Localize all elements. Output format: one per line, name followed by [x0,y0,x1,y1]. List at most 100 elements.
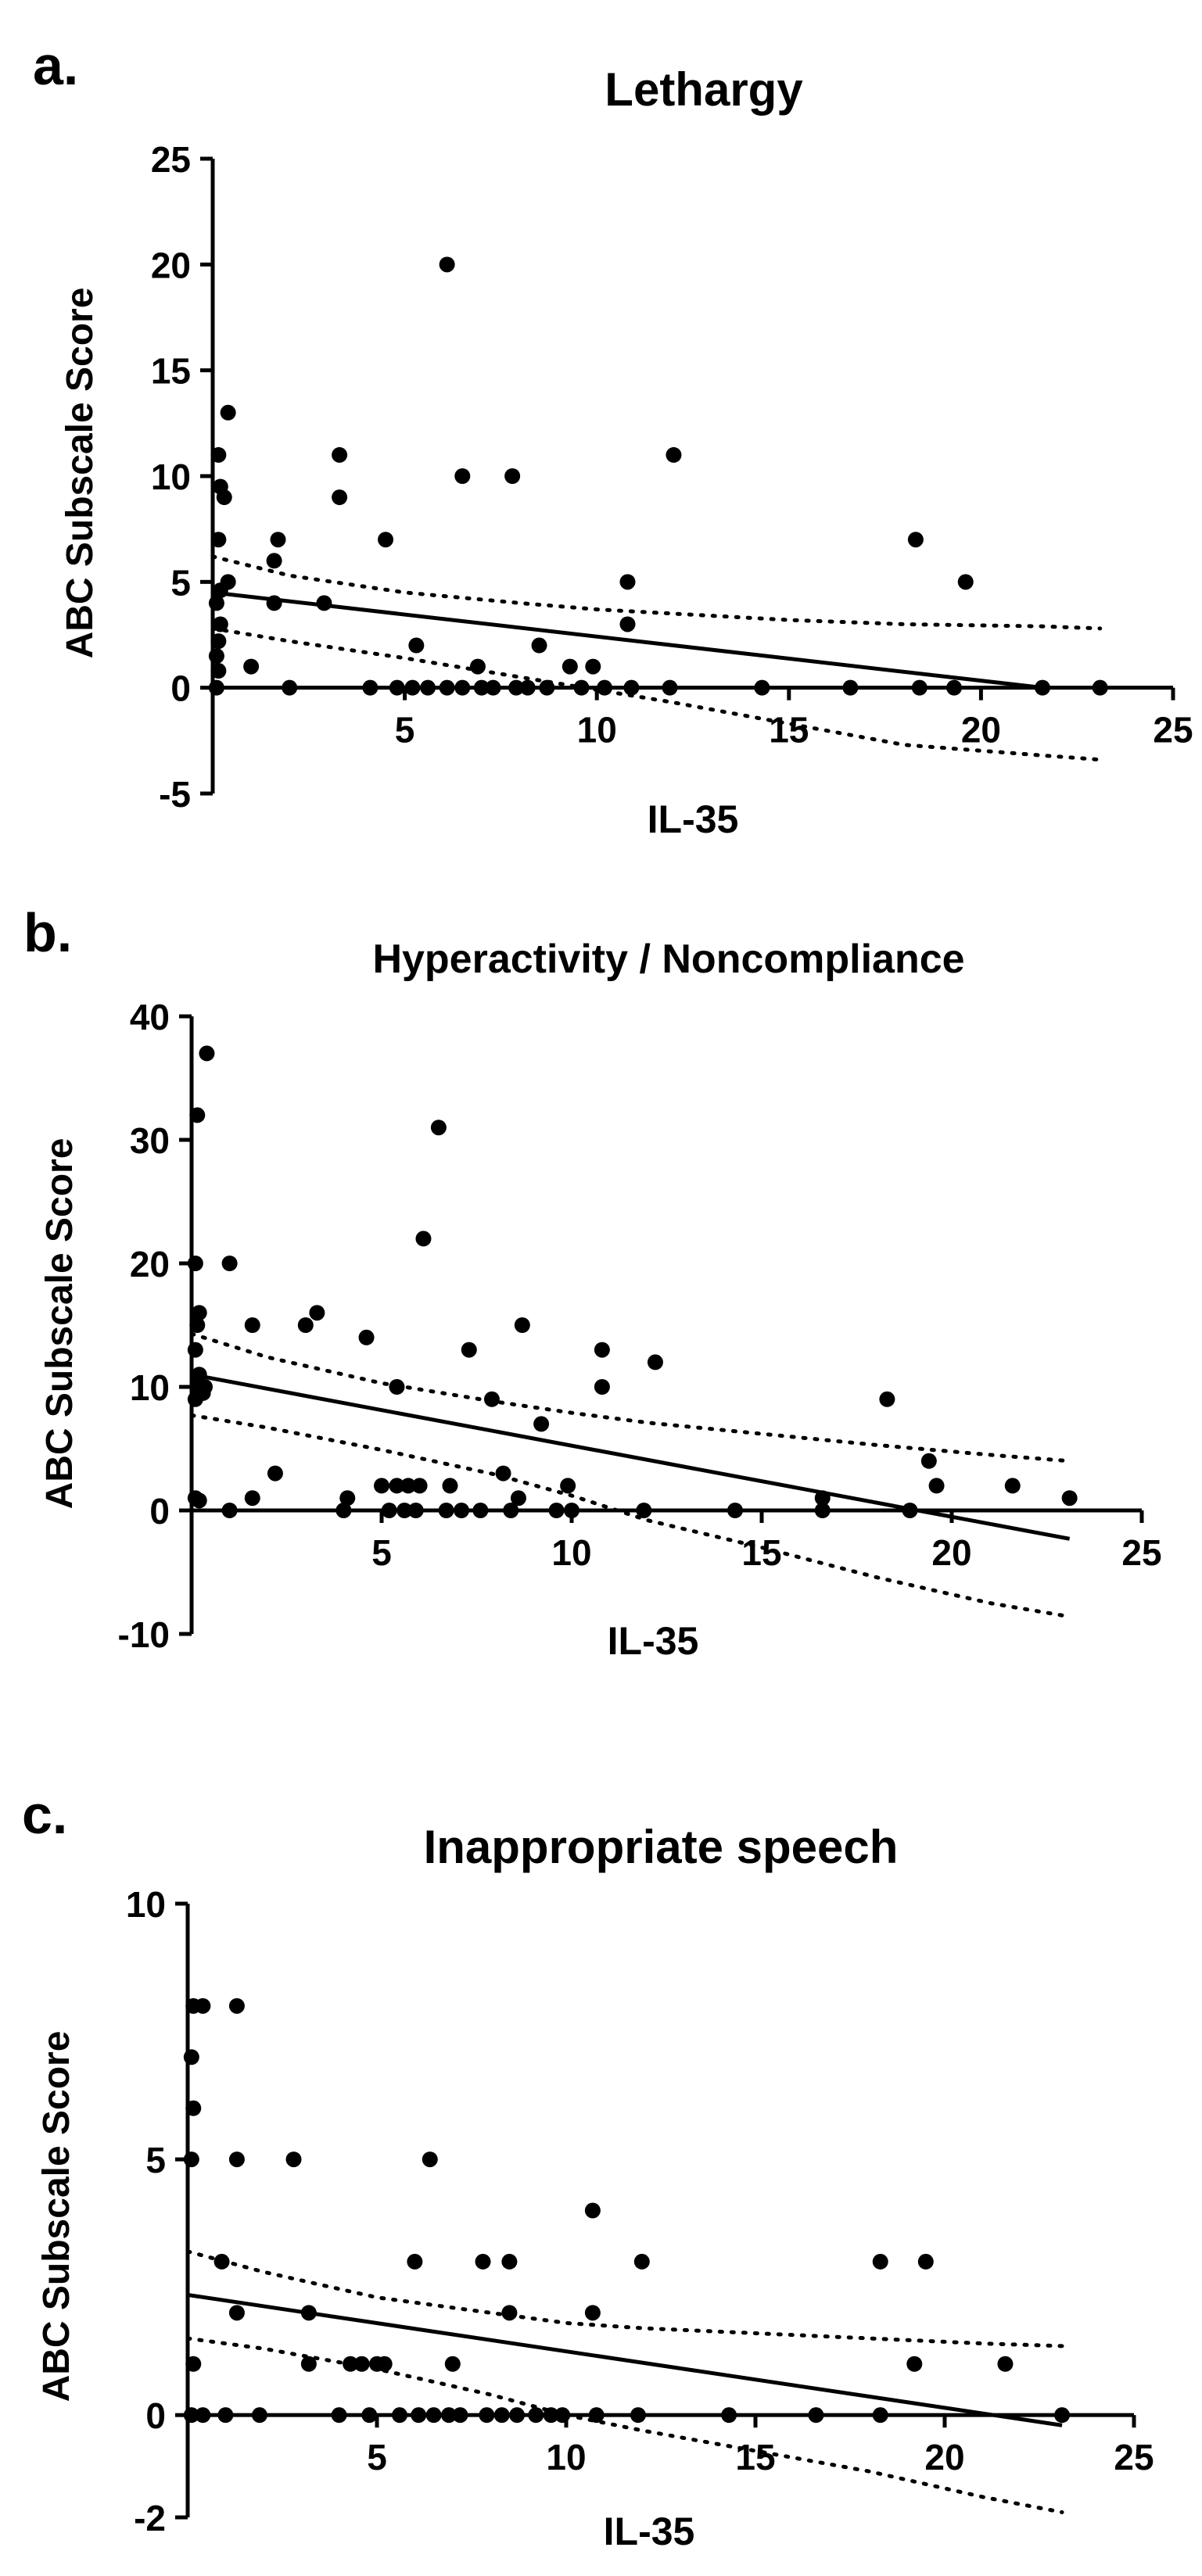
data-point [220,574,236,590]
x-tick-label: 20 [931,1532,971,1573]
data-point [454,1503,470,1518]
data-point [208,648,224,665]
data-point [191,1492,207,1509]
x-tick-label: 25 [1114,2437,1154,2477]
y-tick-label: 40 [130,997,170,1037]
y-tick-label: 0 [145,2395,166,2436]
data-point [902,1503,918,1518]
x-axis-label: IL-35 [648,797,739,841]
x-tick-label: 5 [371,1532,392,1573]
data-point [509,2407,526,2424]
data-point [185,2356,202,2372]
data-point [483,1391,500,1407]
y-tick-label: 25 [151,139,191,180]
chart-title: Inappropriate speech [424,1821,899,1873]
panel-a: a. Lethargy IL-35 ABC Subscale Score -5 0… [33,35,1193,841]
data-point [454,679,471,696]
data-point [389,1478,405,1494]
data-point [332,446,348,463]
data-point [539,679,555,696]
x-axis-label: IL-35 [604,2510,695,2553]
x-tick-label: 10 [546,2437,586,2477]
data-point [531,637,547,654]
data-point [917,2253,934,2270]
data-point [495,1465,511,1481]
data-point [879,1391,895,1407]
data-point [439,679,455,696]
data-point [619,574,636,590]
data-point [411,2407,427,2424]
data-point [636,1503,652,1518]
data-point [588,2407,605,2424]
data-point [185,2100,202,2116]
data-point [928,1478,945,1494]
panel-label: b. [23,902,72,963]
data-point [872,2253,888,2270]
data-point [946,679,963,696]
data-point [213,2253,230,2270]
regression-line [187,2292,1063,2427]
data-point [389,679,405,696]
data-point [519,679,536,696]
data-point [297,1317,314,1333]
data-point [335,1503,352,1518]
data-point [997,2356,1014,2372]
data-point [208,595,224,611]
data-point [594,1342,610,1358]
y-tick-label: 5 [170,562,191,603]
x-tick-label: 20 [924,2437,964,2477]
confidence-band-lower [189,1413,1072,1619]
data-point [210,663,227,679]
data-point [339,1490,356,1507]
data-point [378,532,394,548]
data-point [1092,679,1108,696]
data-point [300,2356,317,2372]
data-point [212,616,228,632]
y-tick-label: 0 [170,668,191,709]
y-tick-label: 20 [130,1244,170,1284]
data-point [400,1478,417,1494]
panel-c: c. Inappropriate speech IL-35 ABC Subsca… [22,1784,1154,2553]
y-tick-label: -10 [118,1614,170,1655]
data-point [573,679,590,696]
y-tick-label: 20 [151,245,191,285]
y-tick-label: 30 [130,1120,170,1161]
data-point [508,679,525,696]
data-point [548,1503,565,1518]
y-tick-label: 10 [130,1367,170,1408]
data-point [623,679,640,696]
data-point [543,2407,559,2424]
data-point [597,679,613,696]
data-point [221,1503,238,1518]
data-point [217,2407,234,2424]
x-tick-label: 10 [577,710,617,751]
data-point [633,2253,650,2270]
data-point [358,1329,375,1345]
data-point [501,2305,518,2321]
data-point [411,1478,428,1494]
data-point [906,2356,923,2372]
data-point [404,679,421,696]
data-point [210,532,227,548]
data-point [407,2253,423,2270]
x-tick-label: 15 [769,710,809,751]
data-point [510,1490,526,1507]
data-point [309,1305,325,1321]
y-tick-label: 10 [151,457,191,497]
confidence-band-upper [189,1331,1072,1464]
panel-label: c. [22,1784,67,1845]
data-point [183,2407,199,2424]
y-tick-label: 10 [126,1884,166,1925]
y-axis-label: ABC Subscale Score [39,1138,81,1510]
data-point [199,1045,215,1062]
data-point [210,446,227,463]
x-tick-label: 5 [395,710,415,751]
data-point [438,1503,454,1518]
data-point [422,2151,438,2168]
data-point [814,1490,831,1507]
data-point [493,2407,510,2424]
data-point [562,658,578,675]
data-point [267,1465,283,1481]
data-point [420,679,436,696]
regression-line [212,590,1043,690]
